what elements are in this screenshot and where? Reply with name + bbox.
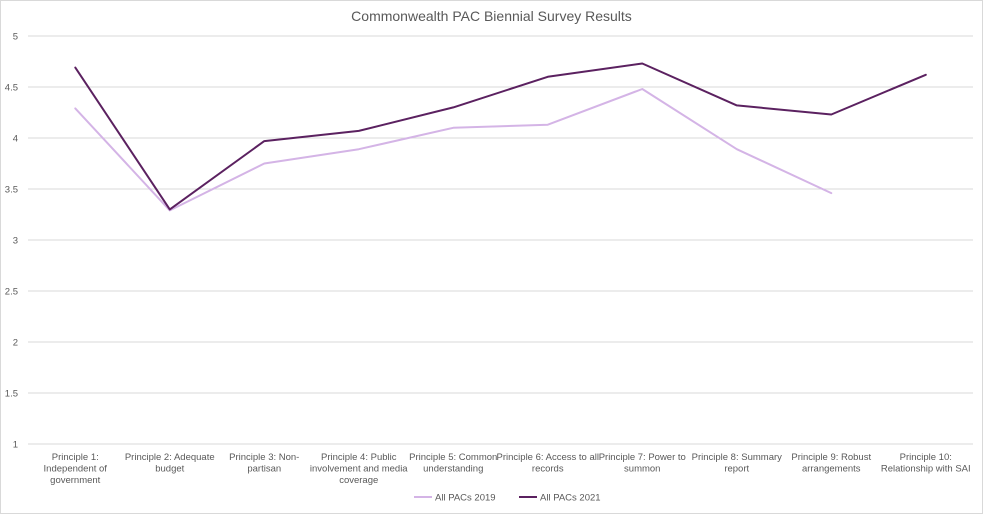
y-tick-label: 4 [13, 134, 18, 145]
y-tick-label: 1 [13, 440, 18, 451]
y-tick-label: 1.5 [5, 389, 18, 400]
y-tick-label: 4.5 [5, 83, 18, 94]
series-line-2 [74, 62, 927, 211]
x-tick-label: Principle 2: Adequate budget [125, 452, 215, 475]
legend: All PACs 2019 All PACs 2021 [414, 493, 601, 504]
chart-title: Commonwealth PAC Biennial Survey Results [351, 8, 632, 24]
x-tick-label: Principle 9: Robust arrangements [791, 452, 871, 475]
legend-label: All PACs 2019 [435, 493, 496, 504]
x-tick-label: Principle 6: Access to all records [497, 452, 599, 475]
x-axis-ticks: Principle 1: Independent of government Prin… [44, 452, 971, 486]
series-lines [74, 62, 927, 212]
y-axis-ticks: 1 1.5 2 2.5 3 3.5 4 4.5 5 [5, 32, 18, 451]
x-tick-label: Principle 5: Common understanding [409, 452, 497, 475]
x-tick-label: Principle 10: Relationship with SAI [881, 452, 971, 475]
x-tick-label: Principle 1: Independent of government [44, 452, 108, 486]
x-tick-label: Principle 4: Public involvement and media… [310, 452, 408, 486]
y-tick-label: 3.5 [5, 185, 18, 196]
x-tick-label: Principle 7: Power to summon [599, 452, 686, 475]
y-tick-label: 3 [13, 236, 18, 247]
series-line-1 [74, 88, 833, 212]
y-tick-label: 2 [13, 338, 18, 349]
y-tick-label: 5 [13, 32, 18, 43]
y-tick-label: 2.5 [5, 287, 18, 298]
legend-label: All PACs 2021 [540, 493, 601, 504]
x-tick-label: Principle 3: Non-partisan [229, 452, 299, 475]
x-tick-label: Principle 8: Summary report [692, 452, 783, 475]
gridlines [28, 35, 973, 445]
